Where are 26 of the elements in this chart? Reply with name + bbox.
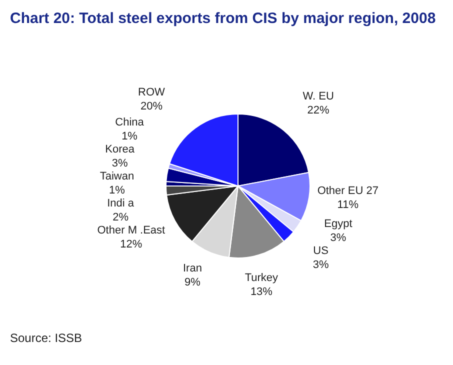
slice-label: Indi a (107, 198, 135, 210)
data-label: 1% (122, 130, 138, 143)
data-label: 11% (337, 198, 359, 211)
slice-label: Turkey (244, 272, 279, 284)
data-label: 2% (112, 212, 129, 224)
data-label: 3% (112, 158, 128, 170)
data-label: 20% (140, 100, 163, 112)
slice-label: Other M .East (97, 224, 166, 237)
data-label: 1% (109, 184, 126, 197)
slice-label: Korea (105, 144, 136, 156)
data-label: 13% (250, 286, 273, 298)
chart-title: Chart 20: Total steel exports from CIS by major region, 2008 (9, 9, 437, 27)
slice-label: Taiwan (100, 170, 134, 183)
data-label: 22% (307, 104, 330, 116)
data-label: 12% (120, 238, 142, 251)
data-label: 9% (184, 276, 201, 289)
source-note: Source: ISSB (10, 331, 84, 345)
slice-label: Other EU 27 (317, 184, 378, 197)
slice-label: Iran (183, 262, 202, 275)
slice-label: W. EU (302, 90, 334, 102)
slice-label: ROW (138, 86, 166, 98)
data-label: 3% (312, 258, 329, 271)
slice-label: Egypt (324, 218, 352, 230)
slice-label: China (115, 116, 145, 129)
slice-label: US (313, 244, 328, 257)
data-label: 3% (330, 232, 346, 244)
